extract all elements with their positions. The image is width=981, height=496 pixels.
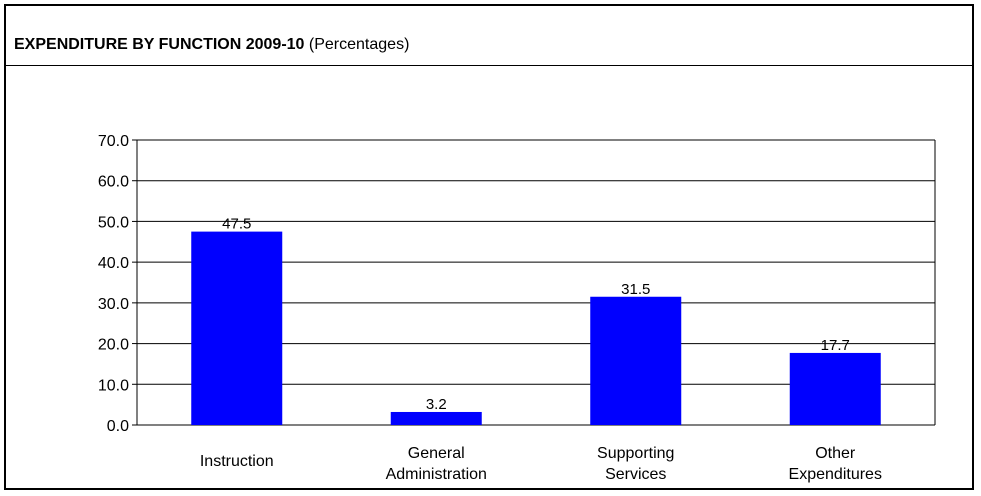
x-tick-label: Administration: [386, 466, 487, 483]
bar: [191, 231, 283, 425]
x-tick-label: Services: [605, 466, 666, 483]
y-tick-label: 60.0: [98, 174, 129, 191]
x-tick-label: Supporting: [597, 445, 674, 462]
data-label: 47.5: [222, 216, 251, 233]
x-tick-label: Other: [815, 445, 856, 462]
chart-title: EXPENDITURE BY FUNCTION 2009-10 (Percent…: [14, 36, 409, 54]
chart-frame: EXPENDITURE BY FUNCTION 2009-10 (Percent…: [4, 4, 974, 490]
data-label: 17.7: [821, 337, 850, 354]
bar: [390, 411, 482, 425]
y-tick-label: 40.0: [98, 255, 129, 272]
title-bar: EXPENDITURE BY FUNCTION 2009-10 (Percent…: [6, 6, 972, 66]
y-tick-label: 50.0: [98, 214, 129, 231]
x-tick-label: Instruction: [200, 453, 274, 470]
x-tick-label: Expenditures: [789, 466, 882, 483]
data-label: 3.2: [426, 396, 447, 413]
bar-chart: 0.0 10.0 20.0 30.0 40.0 50.0 60.0 70.0 47.5 Instr…: [98, 133, 936, 483]
chart-title-main: EXPENDITURE BY FUNCTION 2009-10: [14, 36, 305, 53]
y-tick-label: 30.0: [98, 296, 129, 313]
y-tick-label: 10.0: [98, 377, 129, 394]
bar: [590, 296, 682, 425]
y-tick-label: 70.0: [98, 133, 129, 150]
data-label: 31.5: [621, 281, 650, 298]
y-tick-label: 20.0: [98, 337, 129, 354]
chart-title-sub: (Percentages): [308, 36, 410, 53]
bar: [789, 352, 881, 425]
y-tick-label: 0.0: [107, 418, 129, 435]
x-tick-label: General: [408, 445, 465, 462]
